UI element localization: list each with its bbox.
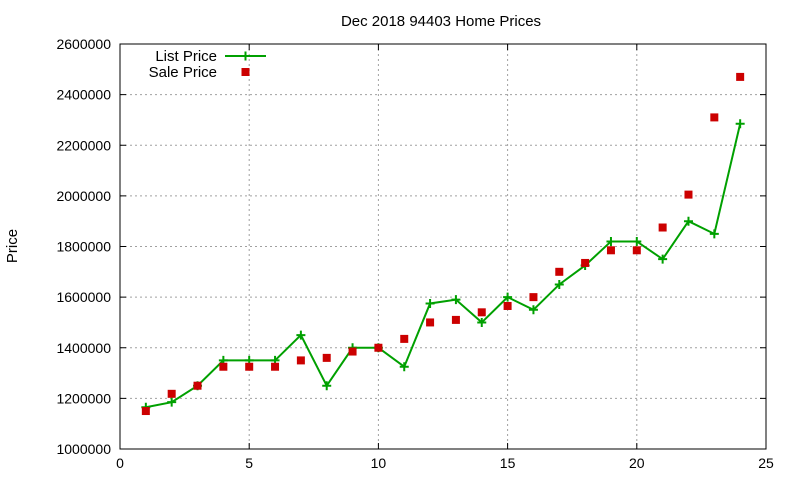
sale-price-point bbox=[322, 353, 331, 362]
y-tick-label: 1400000 bbox=[56, 340, 111, 356]
legend-marker-sale-price bbox=[241, 68, 250, 76]
sale-price-point bbox=[736, 72, 745, 81]
x-tick-label: 0 bbox=[116, 455, 124, 471]
y-tick-label: 1200000 bbox=[56, 390, 111, 406]
sale-price-point bbox=[400, 334, 409, 343]
series-layer bbox=[141, 72, 745, 416]
list-price-point bbox=[735, 119, 745, 129]
sale-price-point bbox=[503, 301, 512, 310]
list-price-point bbox=[554, 279, 564, 289]
list-price-point bbox=[606, 236, 616, 246]
sale-price-point bbox=[219, 362, 228, 371]
list-price-point bbox=[477, 317, 487, 327]
y-tick-label: 2600000 bbox=[56, 36, 111, 52]
sale-price-point bbox=[710, 113, 719, 122]
legend-label-sale-price: Sale Price bbox=[149, 64, 217, 81]
y-tick-label: 2000000 bbox=[56, 188, 111, 204]
list-price-point bbox=[322, 381, 332, 391]
sale-price-point bbox=[529, 293, 538, 302]
x-tick-label: 15 bbox=[500, 455, 516, 471]
list-price-point bbox=[167, 397, 177, 407]
sale-price-point bbox=[477, 308, 486, 317]
list-price-point bbox=[296, 330, 306, 340]
y-tick-label: 2200000 bbox=[56, 137, 111, 153]
sale-price-point bbox=[167, 389, 176, 398]
y-tick-label: 1600000 bbox=[56, 289, 111, 305]
sale-price-point bbox=[606, 246, 615, 255]
x-tick-label: 5 bbox=[245, 455, 253, 471]
grid-layer bbox=[120, 44, 766, 449]
sale-price-point bbox=[296, 356, 305, 365]
x-tick-label: 10 bbox=[371, 455, 387, 471]
y-axis-label: Price bbox=[4, 229, 21, 263]
tick-layer bbox=[119, 43, 767, 450]
list-price-point bbox=[425, 298, 435, 308]
sale-price-point bbox=[193, 381, 202, 390]
y-tick-label: 1800000 bbox=[56, 239, 111, 255]
list-price-point bbox=[709, 229, 719, 239]
legend-label-list-price: List Price bbox=[155, 48, 217, 65]
chart-title: Dec 2018 94403 Home Prices bbox=[341, 13, 541, 30]
x-tick-label: 20 bbox=[629, 455, 645, 471]
list-price-point bbox=[503, 292, 513, 302]
legend-marker-list-price bbox=[241, 51, 250, 61]
sale-price-point bbox=[632, 246, 641, 255]
sale-price-point bbox=[426, 318, 435, 327]
list-price-point bbox=[658, 254, 668, 264]
x-tick-label: 25 bbox=[758, 455, 774, 471]
sale-price-point bbox=[245, 362, 254, 371]
list-price-point bbox=[528, 305, 538, 315]
legend: List Price Sale Price bbox=[149, 48, 266, 81]
y-tick-label: 2400000 bbox=[56, 87, 111, 103]
y-tick-label: 1000000 bbox=[56, 441, 111, 457]
label-layer: 0 5 10 15 20 25 1000000 1200000 1400000 1600000 18… bbox=[56, 36, 774, 471]
sale-price-point bbox=[348, 347, 357, 356]
list-price-point bbox=[399, 362, 409, 372]
sale-price-point bbox=[581, 258, 590, 267]
sale-price-point bbox=[684, 190, 693, 199]
series-line-list-price bbox=[145, 123, 742, 409]
list-price-point bbox=[683, 216, 693, 226]
sale-price-point bbox=[451, 315, 460, 324]
list-price-point bbox=[632, 236, 642, 246]
sale-price-point bbox=[555, 267, 564, 276]
sale-price-point bbox=[271, 362, 280, 371]
sale-price-point bbox=[141, 407, 150, 416]
sale-price-point bbox=[658, 223, 667, 232]
list-price-point bbox=[451, 295, 461, 305]
sale-price-point bbox=[374, 343, 383, 352]
